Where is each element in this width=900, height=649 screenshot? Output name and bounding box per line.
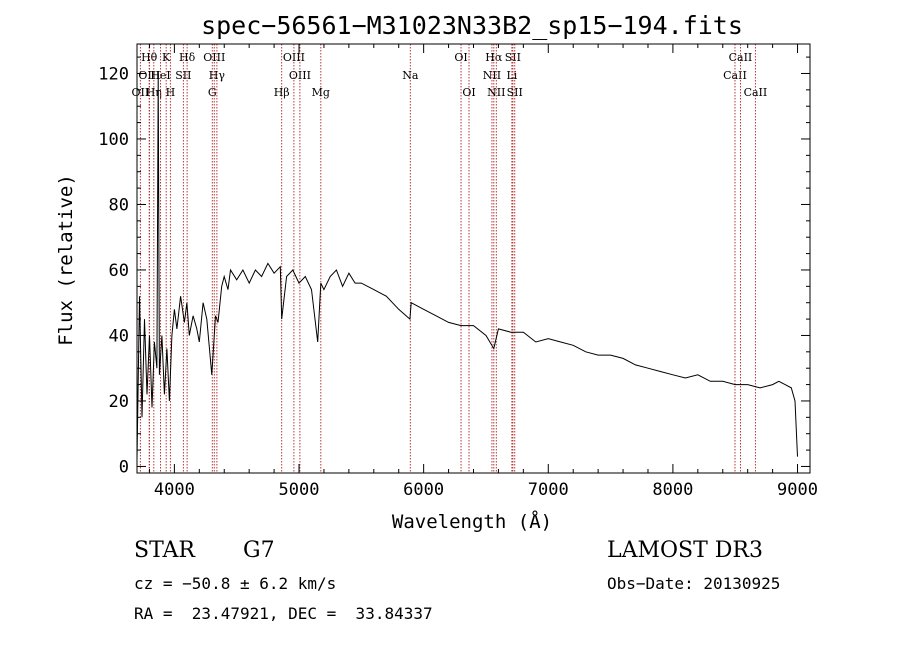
observation-date: Obs−Date: 20130925 [607,574,781,593]
line-marker-label: Mg [312,86,330,99]
x-tick-label: 8000 [652,480,693,500]
x-axis: 4000 5000 6000 7000 8000 9000 [148,44,818,500]
line-marker-label: Na [402,69,419,82]
line-marker-label: SII [175,69,191,82]
chart-title: spec−56561−M31023N33B2_sp15−194.fits [201,11,743,40]
line-marker-label: NII [483,69,501,82]
y-tick-label: 100 [98,130,129,150]
emission-line-markers: OIIHθOIIIHηHeIKHSIIHδGOIIIHγHβOIIIOIIIMg… [132,44,768,473]
y-tick-label: 0 [119,457,129,477]
line-marker-label: HeI [150,69,170,82]
y-axis: 0 20 40 60 80 100 120 [98,56,810,477]
line-marker-label: OIII [289,69,311,82]
line-marker-label: H [166,86,176,99]
line-marker-label: SII [505,51,521,64]
line-marker-label: CaII [744,86,768,99]
x-tick-label: 9000 [777,480,818,500]
line-marker-label: OII [132,86,150,99]
x-tick-label: 6000 [403,480,444,500]
spectrum-line [136,73,798,460]
x-tick-label: 4000 [154,480,195,500]
redshift-cz: cz = −50.8 ± 6.2 km/s [134,574,337,593]
line-marker-label: Hγ [209,69,226,82]
line-marker-label: OI [454,51,467,64]
y-tick-label: 20 [109,392,129,412]
line-marker-label: Hδ [179,51,196,64]
line-marker-label: OIII [283,51,305,64]
line-marker-label: Hα [485,51,503,64]
line-marker-label: CaII [729,51,753,64]
survey-name: LAMOST DR3 [607,538,763,563]
line-marker-label: G [208,86,217,99]
y-tick-label: 80 [109,195,129,215]
coordinates: RA = 23.47921, DEC = 33.84337 [134,604,433,623]
y-tick-label: 60 [109,261,129,281]
y-axis-label: Flux (relative) [55,174,77,346]
line-marker-label: OIII [203,51,225,64]
line-marker-label: Hβ [274,86,290,99]
line-marker-label: NII [487,86,505,99]
x-tick-label: 7000 [528,480,569,500]
line-marker-label: Hη [146,86,162,99]
y-tick-label: 120 [98,64,129,84]
y-tick-label: 40 [109,326,129,346]
plot-frame [136,43,811,474]
object-class: STAR [134,538,195,563]
line-marker-label: K [162,51,171,64]
line-marker-label: CaII [723,69,747,82]
object-subclass: G7 [243,538,275,563]
line-marker-label: SII [507,86,523,99]
line-marker-label: Li [506,69,517,82]
x-axis-label: Wavelength (Å) [392,510,552,533]
line-marker-label: OIII [138,69,160,82]
x-tick-label: 5000 [279,480,320,500]
line-marker-label: OI [462,86,475,99]
